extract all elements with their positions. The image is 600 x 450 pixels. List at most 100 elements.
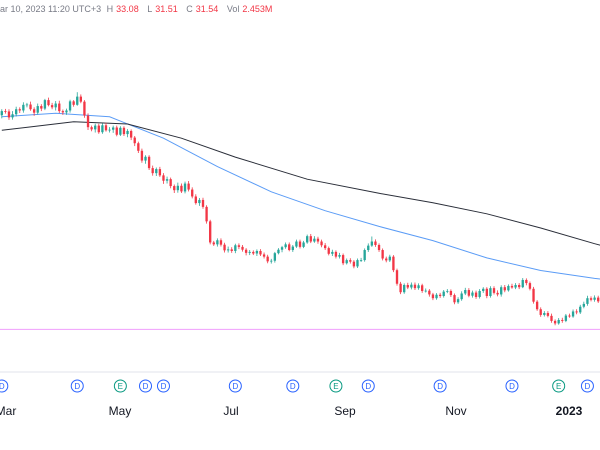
candle [223, 242, 226, 253]
candle-body [119, 127, 122, 135]
candle [255, 249, 259, 257]
candle [381, 248, 384, 261]
candle [435, 293, 438, 300]
earnings-marker[interactable]: E [552, 379, 566, 393]
dividend-marker[interactable]: D [505, 379, 519, 393]
candle-body [61, 111, 65, 113]
candle [201, 197, 205, 209]
candle-body [309, 236, 312, 242]
marker-letter: D [143, 382, 149, 391]
candle [327, 246, 330, 256]
candle-body [83, 101, 86, 116]
earnings-marker[interactable]: E [329, 379, 343, 393]
dividend-marker[interactable]: D [70, 379, 84, 393]
candles [0, 92, 600, 326]
candle-body [532, 288, 535, 302]
dividend-marker[interactable]: D [139, 379, 153, 393]
candle-body [4, 111, 7, 112]
candle-body [191, 189, 194, 197]
earnings-marker[interactable]: E [113, 379, 127, 393]
marker-circle [139, 379, 153, 393]
candle [126, 129, 129, 138]
candle-body [438, 294, 442, 297]
candle [377, 243, 381, 252]
candle-body [252, 251, 255, 254]
candle-body [112, 127, 115, 130]
candle [514, 283, 517, 290]
candle [575, 309, 578, 315]
candle-body [65, 110, 68, 113]
marker-circle [361, 379, 375, 393]
marker-letter: D [74, 382, 80, 391]
candle [478, 289, 481, 299]
marker-circle [228, 379, 242, 393]
dividend-marker[interactable]: D [433, 379, 447, 393]
candle-body [147, 156, 151, 169]
x-label-2023: 2023 [556, 404, 583, 418]
candle-body [158, 169, 162, 176]
candle [334, 250, 338, 259]
candle-body [97, 125, 100, 133]
candle [338, 252, 341, 259]
candle-body [266, 256, 269, 262]
candle [76, 92, 79, 106]
candle [291, 244, 294, 252]
candle [403, 283, 406, 294]
header-low: L 31.51 [147, 4, 178, 14]
candle [309, 233, 312, 244]
candle [385, 256, 388, 263]
marker-circle [580, 379, 594, 393]
candle [359, 257, 363, 262]
candle [101, 123, 104, 134]
candle-body [291, 246, 294, 251]
candle-body [428, 290, 431, 295]
candle-body [349, 260, 352, 262]
candle [510, 283, 514, 289]
candle-body [589, 298, 593, 300]
marker-letter: D [290, 382, 296, 391]
candle-body [162, 175, 165, 181]
candle-body [568, 315, 571, 317]
candle-body [122, 127, 126, 135]
candle [413, 282, 417, 291]
candle [561, 317, 564, 323]
candle [241, 244, 244, 252]
candle [54, 101, 57, 111]
dividend-marker[interactable]: D [580, 379, 594, 393]
candle [122, 126, 126, 136]
event-markers: DDEDDDDEDDDEDDD [0, 379, 594, 393]
marker-letter: D [437, 382, 443, 391]
candle [4, 108, 7, 114]
candle [97, 123, 100, 134]
candle-body [226, 249, 230, 251]
candle [525, 278, 528, 286]
candle [316, 236, 320, 244]
candle-body [489, 288, 492, 297]
dividend-marker[interactable]: D [0, 379, 9, 393]
candle-body [234, 245, 237, 251]
candle-body [72, 101, 75, 105]
candle-body [553, 320, 557, 324]
candle-body [306, 236, 309, 243]
candle [449, 289, 453, 297]
dividend-marker[interactable]: D [286, 379, 300, 393]
candle-body [277, 249, 280, 254]
candle-body [201, 199, 205, 207]
candle-body [323, 245, 327, 249]
candle [237, 243, 241, 250]
candle-body [510, 285, 514, 288]
candle [169, 177, 172, 189]
candle-body [385, 258, 388, 261]
candle [370, 236, 374, 247]
dividend-marker[interactable]: D [156, 379, 170, 393]
candle-body [514, 284, 517, 288]
candle-body [474, 292, 478, 297]
candle-body [68, 101, 72, 111]
candle-body [241, 246, 244, 250]
dividend-marker[interactable]: D [361, 379, 375, 393]
candle [155, 167, 158, 176]
candle [424, 288, 427, 293]
dividend-marker[interactable]: D [228, 379, 242, 393]
candle-body [205, 206, 208, 222]
